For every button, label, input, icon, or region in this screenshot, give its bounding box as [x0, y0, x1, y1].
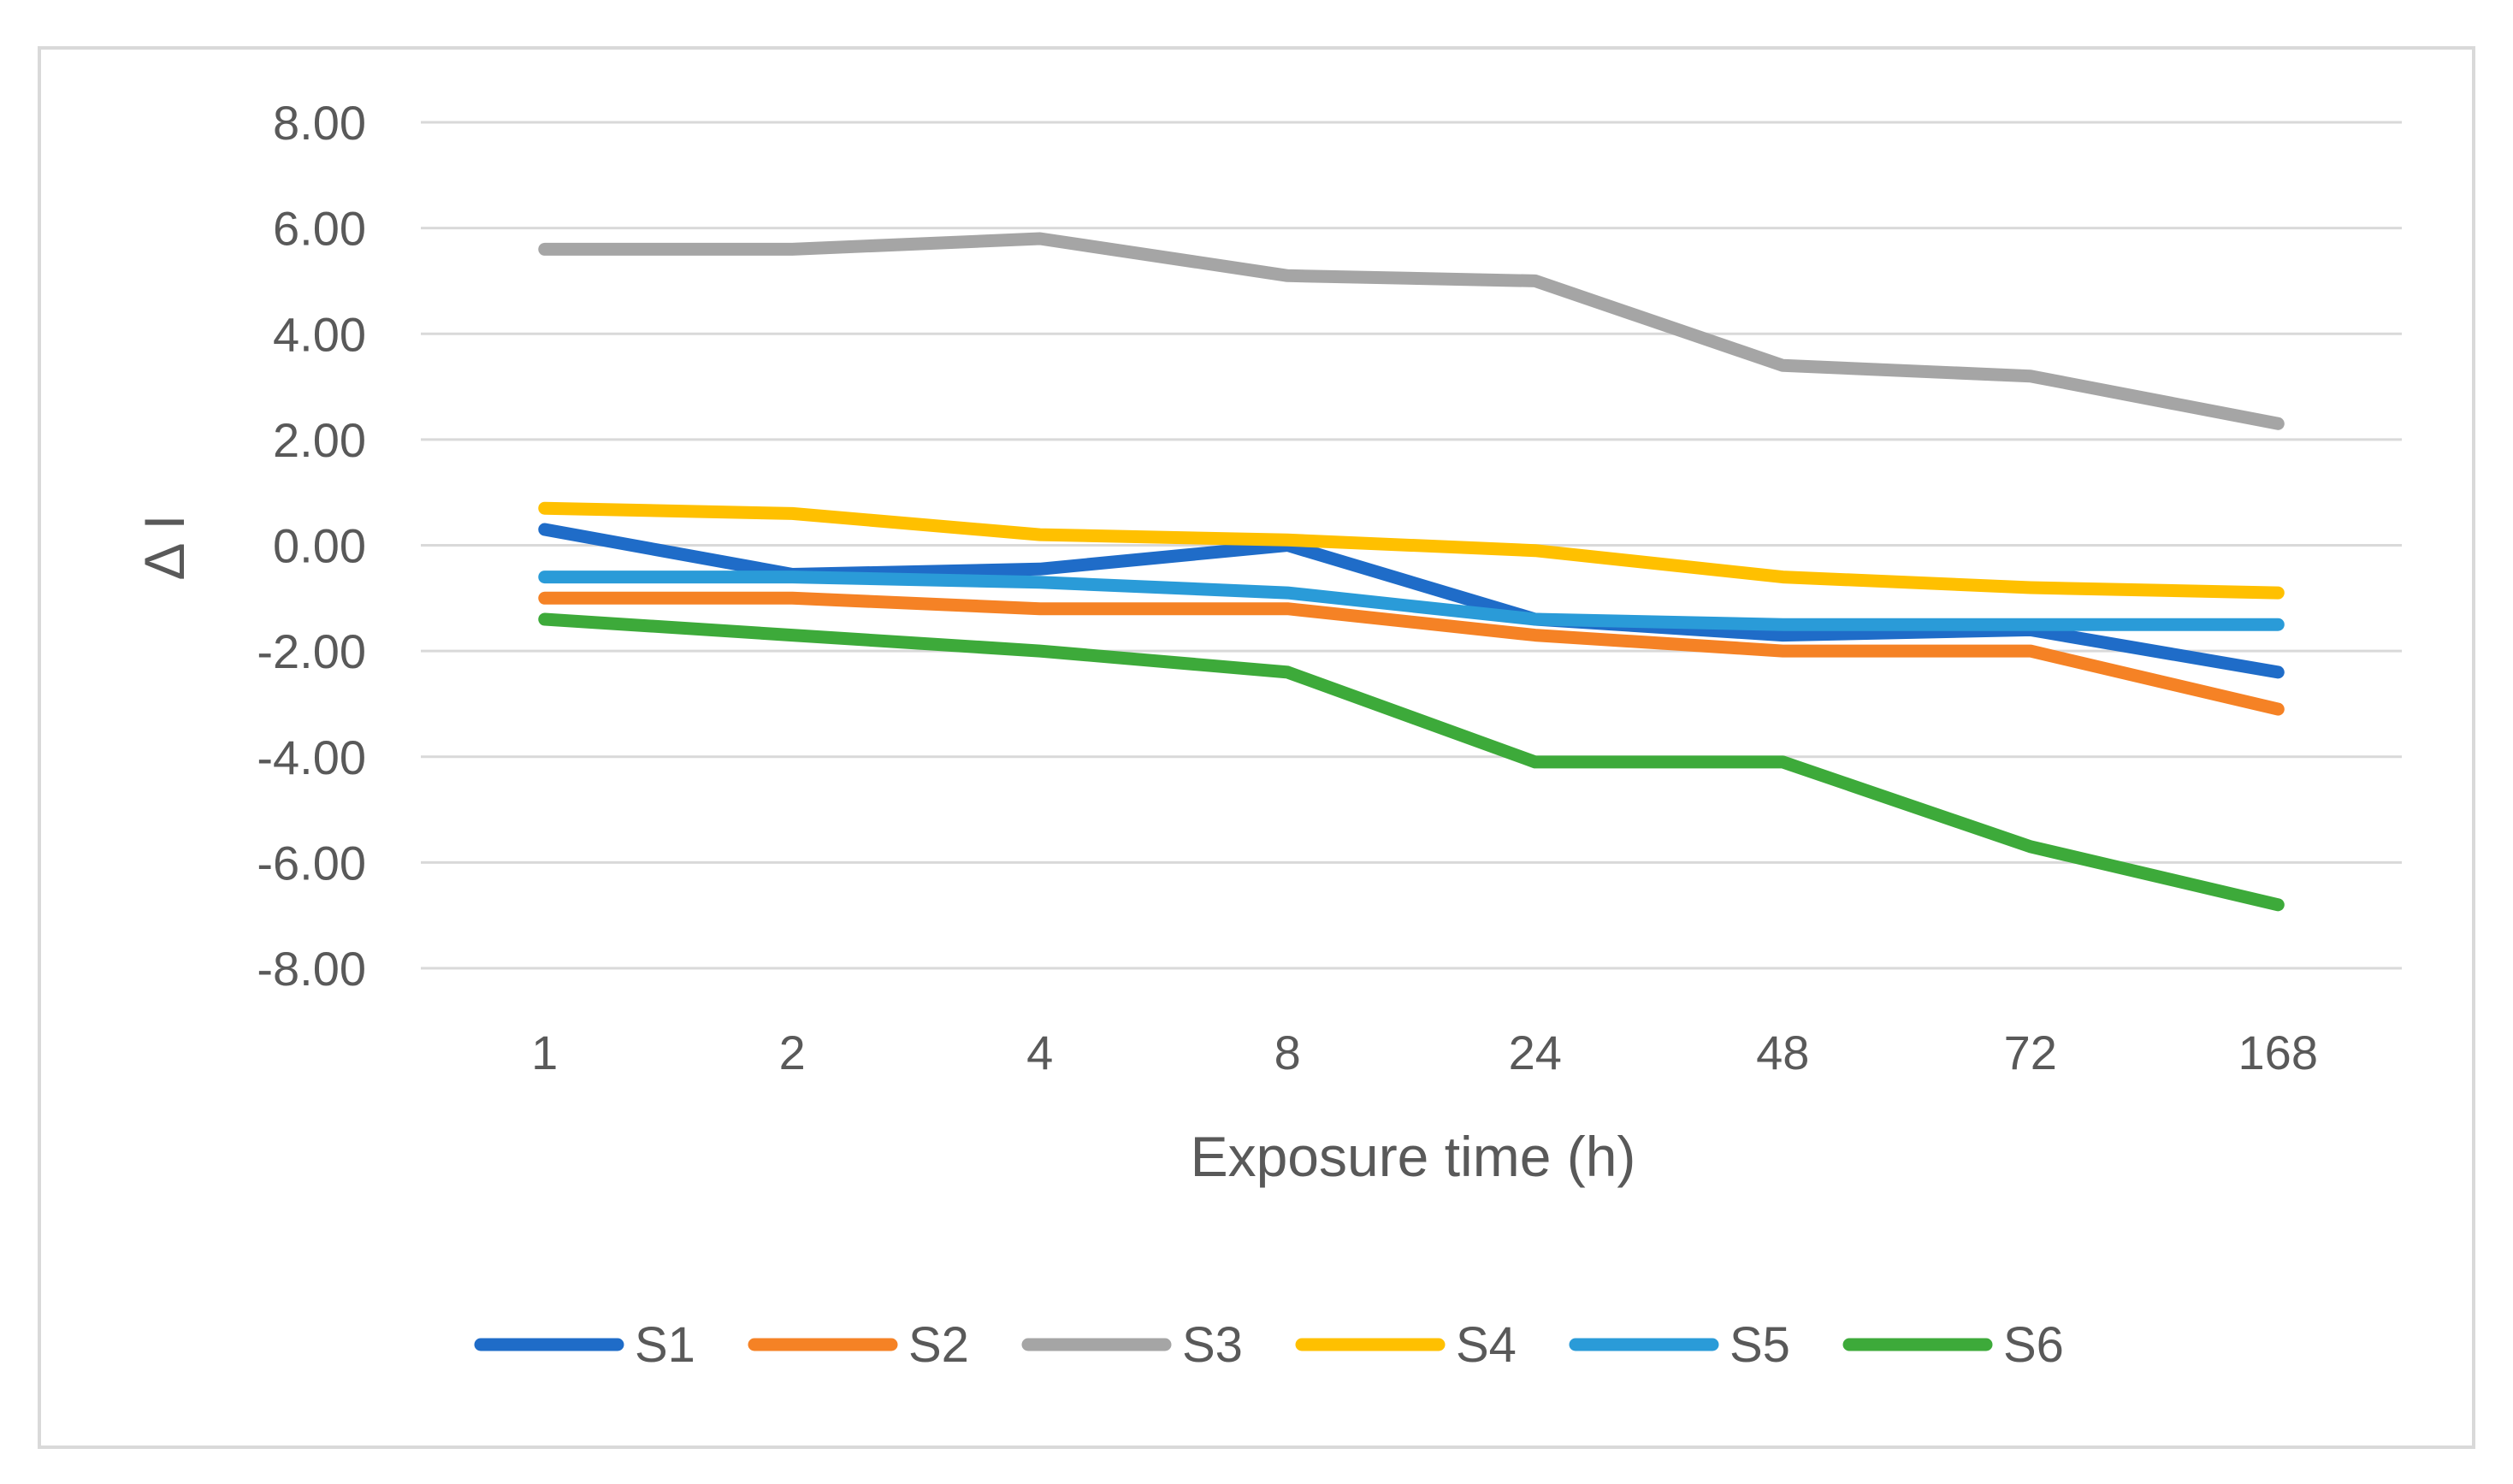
y-tick-label: 0.00 [273, 519, 366, 573]
legend-label: S1 [635, 1317, 695, 1373]
x-tick-label: 48 [1756, 1026, 1809, 1079]
x-tick-label: 72 [2004, 1026, 2057, 1079]
x-tick-label: 8 [1274, 1026, 1301, 1079]
chart-frame [38, 46, 2475, 1449]
series-line-s3 [538, 232, 2285, 430]
legend-label: S4 [1456, 1317, 1517, 1373]
legend-item-s1: S1 [474, 1317, 695, 1373]
y-tick-label: 6.00 [273, 202, 366, 256]
x-tick-label: 4 [1026, 1026, 1053, 1079]
legend-label: S5 [1730, 1317, 1790, 1373]
y-tick-label: 8.00 [273, 96, 366, 150]
y-axis-ticks: 8.00 6.00 4.00 2.00 0.00 -2.00 -4.00 -6.00 -8.00 [257, 96, 366, 996]
legend: S1 S2 S3 S4 S5 S6 [474, 1317, 2064, 1373]
y-tick-label: -4.00 [257, 730, 366, 784]
legend-label: S3 [1182, 1317, 1243, 1373]
x-tick-label: 2 [779, 1026, 806, 1079]
y-tick-label: 4.00 [273, 307, 366, 361]
y-tick-label: -6.00 [257, 836, 366, 890]
series-line-s2 [538, 591, 2285, 716]
y-tick-label: -2.00 [257, 624, 366, 678]
y-tick-label: -8.00 [257, 942, 366, 996]
series-line-s5 [538, 571, 2285, 631]
x-tick-label: 1 [531, 1026, 558, 1079]
y-axis-title: Δ I [133, 514, 196, 580]
series-lines [538, 232, 2285, 912]
legend-item-s4: S4 [1295, 1317, 1517, 1373]
legend-item-s6: S6 [1842, 1317, 2064, 1373]
series-line-s4 [538, 501, 2285, 600]
legend-item-s5: S5 [1569, 1317, 1790, 1373]
y-tick-label: 2.00 [273, 413, 366, 467]
x-axis-title: Exposure time (h) [1191, 1125, 1636, 1188]
legend-label: S6 [2003, 1317, 2064, 1373]
gridlines [421, 121, 2402, 970]
x-tick-label: 168 [2238, 1026, 2318, 1079]
x-axis-ticks: 1 2 4 8 24 48 72 168 [531, 1026, 2318, 1079]
series-line-s6 [538, 612, 2285, 912]
legend-item-s2: S2 [748, 1317, 969, 1373]
legend-label: S2 [908, 1317, 969, 1373]
x-tick-label: 24 [1509, 1026, 1562, 1079]
legend-item-s3: S3 [1021, 1317, 1243, 1373]
